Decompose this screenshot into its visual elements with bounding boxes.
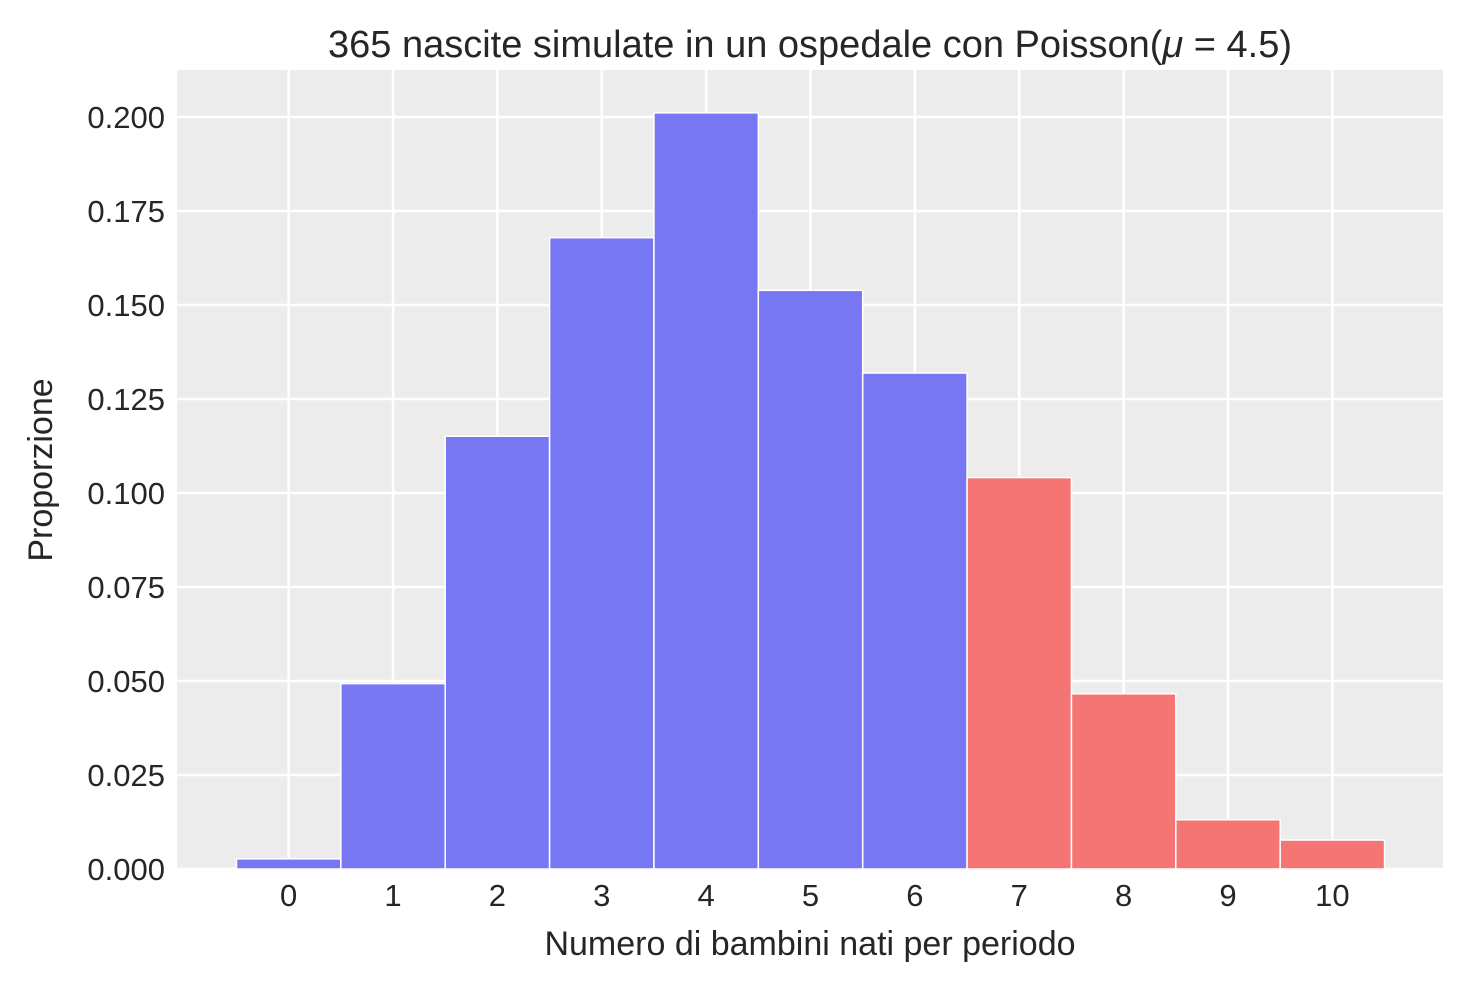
x-tick-label: 7: [1011, 878, 1028, 913]
x-axis-label: Numero di bambini nati per periodo: [544, 925, 1075, 963]
y-tick-label: 0.150: [87, 288, 165, 323]
x-tick-label: 3: [593, 878, 610, 913]
y-axis-ticks: 0.000 0.025 0.050 0.075 0.100 0.125 0.150 0.175…: [87, 100, 165, 887]
y-tick-label: 0.075: [87, 570, 165, 605]
x-tick-label: 9: [1219, 878, 1236, 913]
y-tick-label: 0.175: [87, 194, 165, 229]
x-tick-label: 0: [280, 878, 297, 913]
bar-3: [548, 236, 655, 870]
x-tick-label: 4: [698, 878, 715, 913]
x-tick-label: 5: [802, 878, 819, 913]
bar-2: [444, 435, 551, 870]
chart-title: 365 nascite simulate in un ospedale con …: [328, 24, 1292, 66]
y-tick-label: 0.000: [87, 852, 165, 887]
x-tick-label: 2: [489, 878, 506, 913]
x-axis-ticks: 0 1 2 3 4 5 6 7 8 9 10: [280, 878, 1350, 913]
x-tick-label: 10: [1315, 878, 1349, 913]
bar-0: [235, 858, 342, 870]
y-tick-label: 0.100: [87, 476, 165, 511]
x-tick-label: 6: [906, 878, 923, 913]
y-tick-label: 0.125: [87, 382, 165, 417]
bar-10: [1279, 839, 1386, 870]
bar-1: [340, 682, 446, 870]
y-axis-label: Proporzione: [22, 378, 60, 561]
bar-8: [1070, 693, 1177, 870]
x-tick-label: 1: [384, 878, 401, 913]
bars: [235, 112, 1386, 870]
bar-7: [966, 476, 1073, 870]
bar-6: [861, 372, 968, 870]
y-tick-label: 0.025: [87, 758, 165, 793]
bar-5: [757, 289, 864, 870]
bar-9: [1175, 818, 1281, 870]
y-tick-label: 0.050: [87, 664, 165, 699]
y-tick-label: 0.200: [87, 100, 165, 135]
x-tick-label: 8: [1115, 878, 1132, 913]
bar-4: [653, 112, 760, 870]
